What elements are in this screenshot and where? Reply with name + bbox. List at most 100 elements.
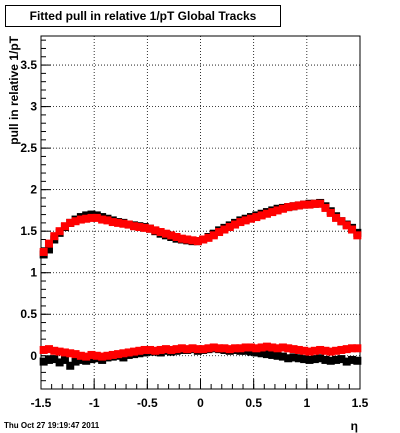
- data-point: [167, 231, 176, 240]
- data-point: [172, 345, 181, 354]
- data-point: [156, 345, 165, 354]
- data-point: [183, 345, 192, 354]
- y-tick-label: 3: [30, 100, 37, 114]
- data-point: [92, 213, 101, 222]
- data-point: [50, 355, 59, 364]
- data-point: [82, 214, 91, 223]
- data-point: [326, 347, 335, 356]
- x-tick-label: 0.5: [245, 396, 262, 410]
- data-point: [316, 345, 325, 354]
- data-point: [188, 344, 197, 353]
- data-point: [66, 361, 75, 370]
- data-point: [310, 199, 319, 208]
- data-point: [87, 350, 96, 359]
- data-point: [108, 350, 117, 359]
- data-point: [284, 203, 293, 212]
- data-point: [82, 352, 91, 361]
- data-point: [337, 345, 346, 354]
- data-point: [193, 345, 202, 354]
- data-point: [193, 237, 202, 246]
- data-point: [262, 342, 271, 351]
- data-point: [44, 345, 53, 354]
- data-point: [326, 356, 335, 365]
- data-point: [273, 344, 282, 353]
- data-point: [177, 344, 186, 353]
- data-point: [284, 354, 293, 363]
- data-point: [151, 346, 160, 355]
- data-point: [55, 358, 64, 367]
- grid-lines: [40, 36, 361, 389]
- data-point: [225, 223, 234, 232]
- data-point: [209, 231, 218, 240]
- data-point: [60, 222, 69, 231]
- data-point: [177, 234, 186, 243]
- data-point: [300, 200, 309, 209]
- data-point: [140, 345, 149, 354]
- data-point: [278, 352, 287, 361]
- data-point: [71, 357, 80, 366]
- data-point: [332, 355, 341, 364]
- data-point: [140, 223, 149, 232]
- y-tick-label: 3.5: [20, 58, 37, 72]
- data-point: [156, 228, 165, 237]
- data-point: [161, 345, 170, 354]
- x-tick-label: 0: [197, 396, 204, 410]
- data-point: [337, 355, 346, 364]
- data-point: [124, 220, 133, 229]
- y-tick-label: 0.5: [20, 307, 37, 321]
- data-point: [231, 220, 240, 229]
- data-point: [119, 219, 128, 228]
- data-point: [353, 231, 362, 240]
- data-point: [98, 215, 107, 224]
- data-point: [316, 354, 325, 363]
- x-tick-label: -1: [89, 396, 100, 410]
- y-axis-title: pull in relative 1/pT: [7, 35, 21, 144]
- data-point: [183, 235, 192, 244]
- data-point: [300, 346, 309, 355]
- data-point: [257, 211, 266, 220]
- y-tick-label: 1: [30, 266, 37, 280]
- data-point: [44, 239, 53, 248]
- data-point: [300, 355, 309, 364]
- data-point: [114, 218, 123, 227]
- data-point: [268, 208, 277, 217]
- data-point: [215, 228, 224, 237]
- data-point: [247, 347, 256, 356]
- data-point: [289, 345, 298, 354]
- data-point: [60, 355, 69, 364]
- x-tick-label: 1.5: [352, 396, 369, 410]
- y-tick-label: 0: [30, 349, 37, 363]
- data-point: [289, 202, 298, 211]
- data-point: [50, 232, 59, 241]
- data-point: [55, 347, 64, 356]
- data-point: [252, 213, 261, 222]
- data-point: [188, 236, 197, 245]
- data-point: [262, 209, 271, 218]
- data-point: [39, 247, 48, 256]
- data-point: [167, 345, 176, 354]
- data-point: [353, 356, 362, 365]
- data-point: [305, 200, 314, 209]
- data-point: [199, 235, 208, 244]
- data-point: [278, 343, 287, 352]
- data-point: [289, 353, 298, 362]
- data-point: [172, 233, 181, 242]
- data-point: [44, 245, 53, 254]
- x-tick-label: 1: [303, 396, 310, 410]
- x-axis-title: η: [351, 419, 358, 433]
- data-point: [326, 208, 335, 217]
- data-point: [252, 348, 261, 357]
- timestamp: Thu Oct 27 19:19:47 2011: [4, 421, 100, 430]
- data-point: [252, 344, 261, 353]
- data-point: [119, 349, 128, 358]
- data-point: [257, 343, 266, 352]
- data-point: [310, 355, 319, 364]
- data-point: [247, 214, 256, 223]
- data-point: [348, 225, 357, 234]
- data-point: [124, 348, 133, 357]
- data-point: [278, 204, 287, 213]
- data-point: [66, 218, 75, 227]
- data-point: [342, 357, 351, 366]
- data-point: [119, 353, 128, 362]
- data-point: [87, 213, 96, 222]
